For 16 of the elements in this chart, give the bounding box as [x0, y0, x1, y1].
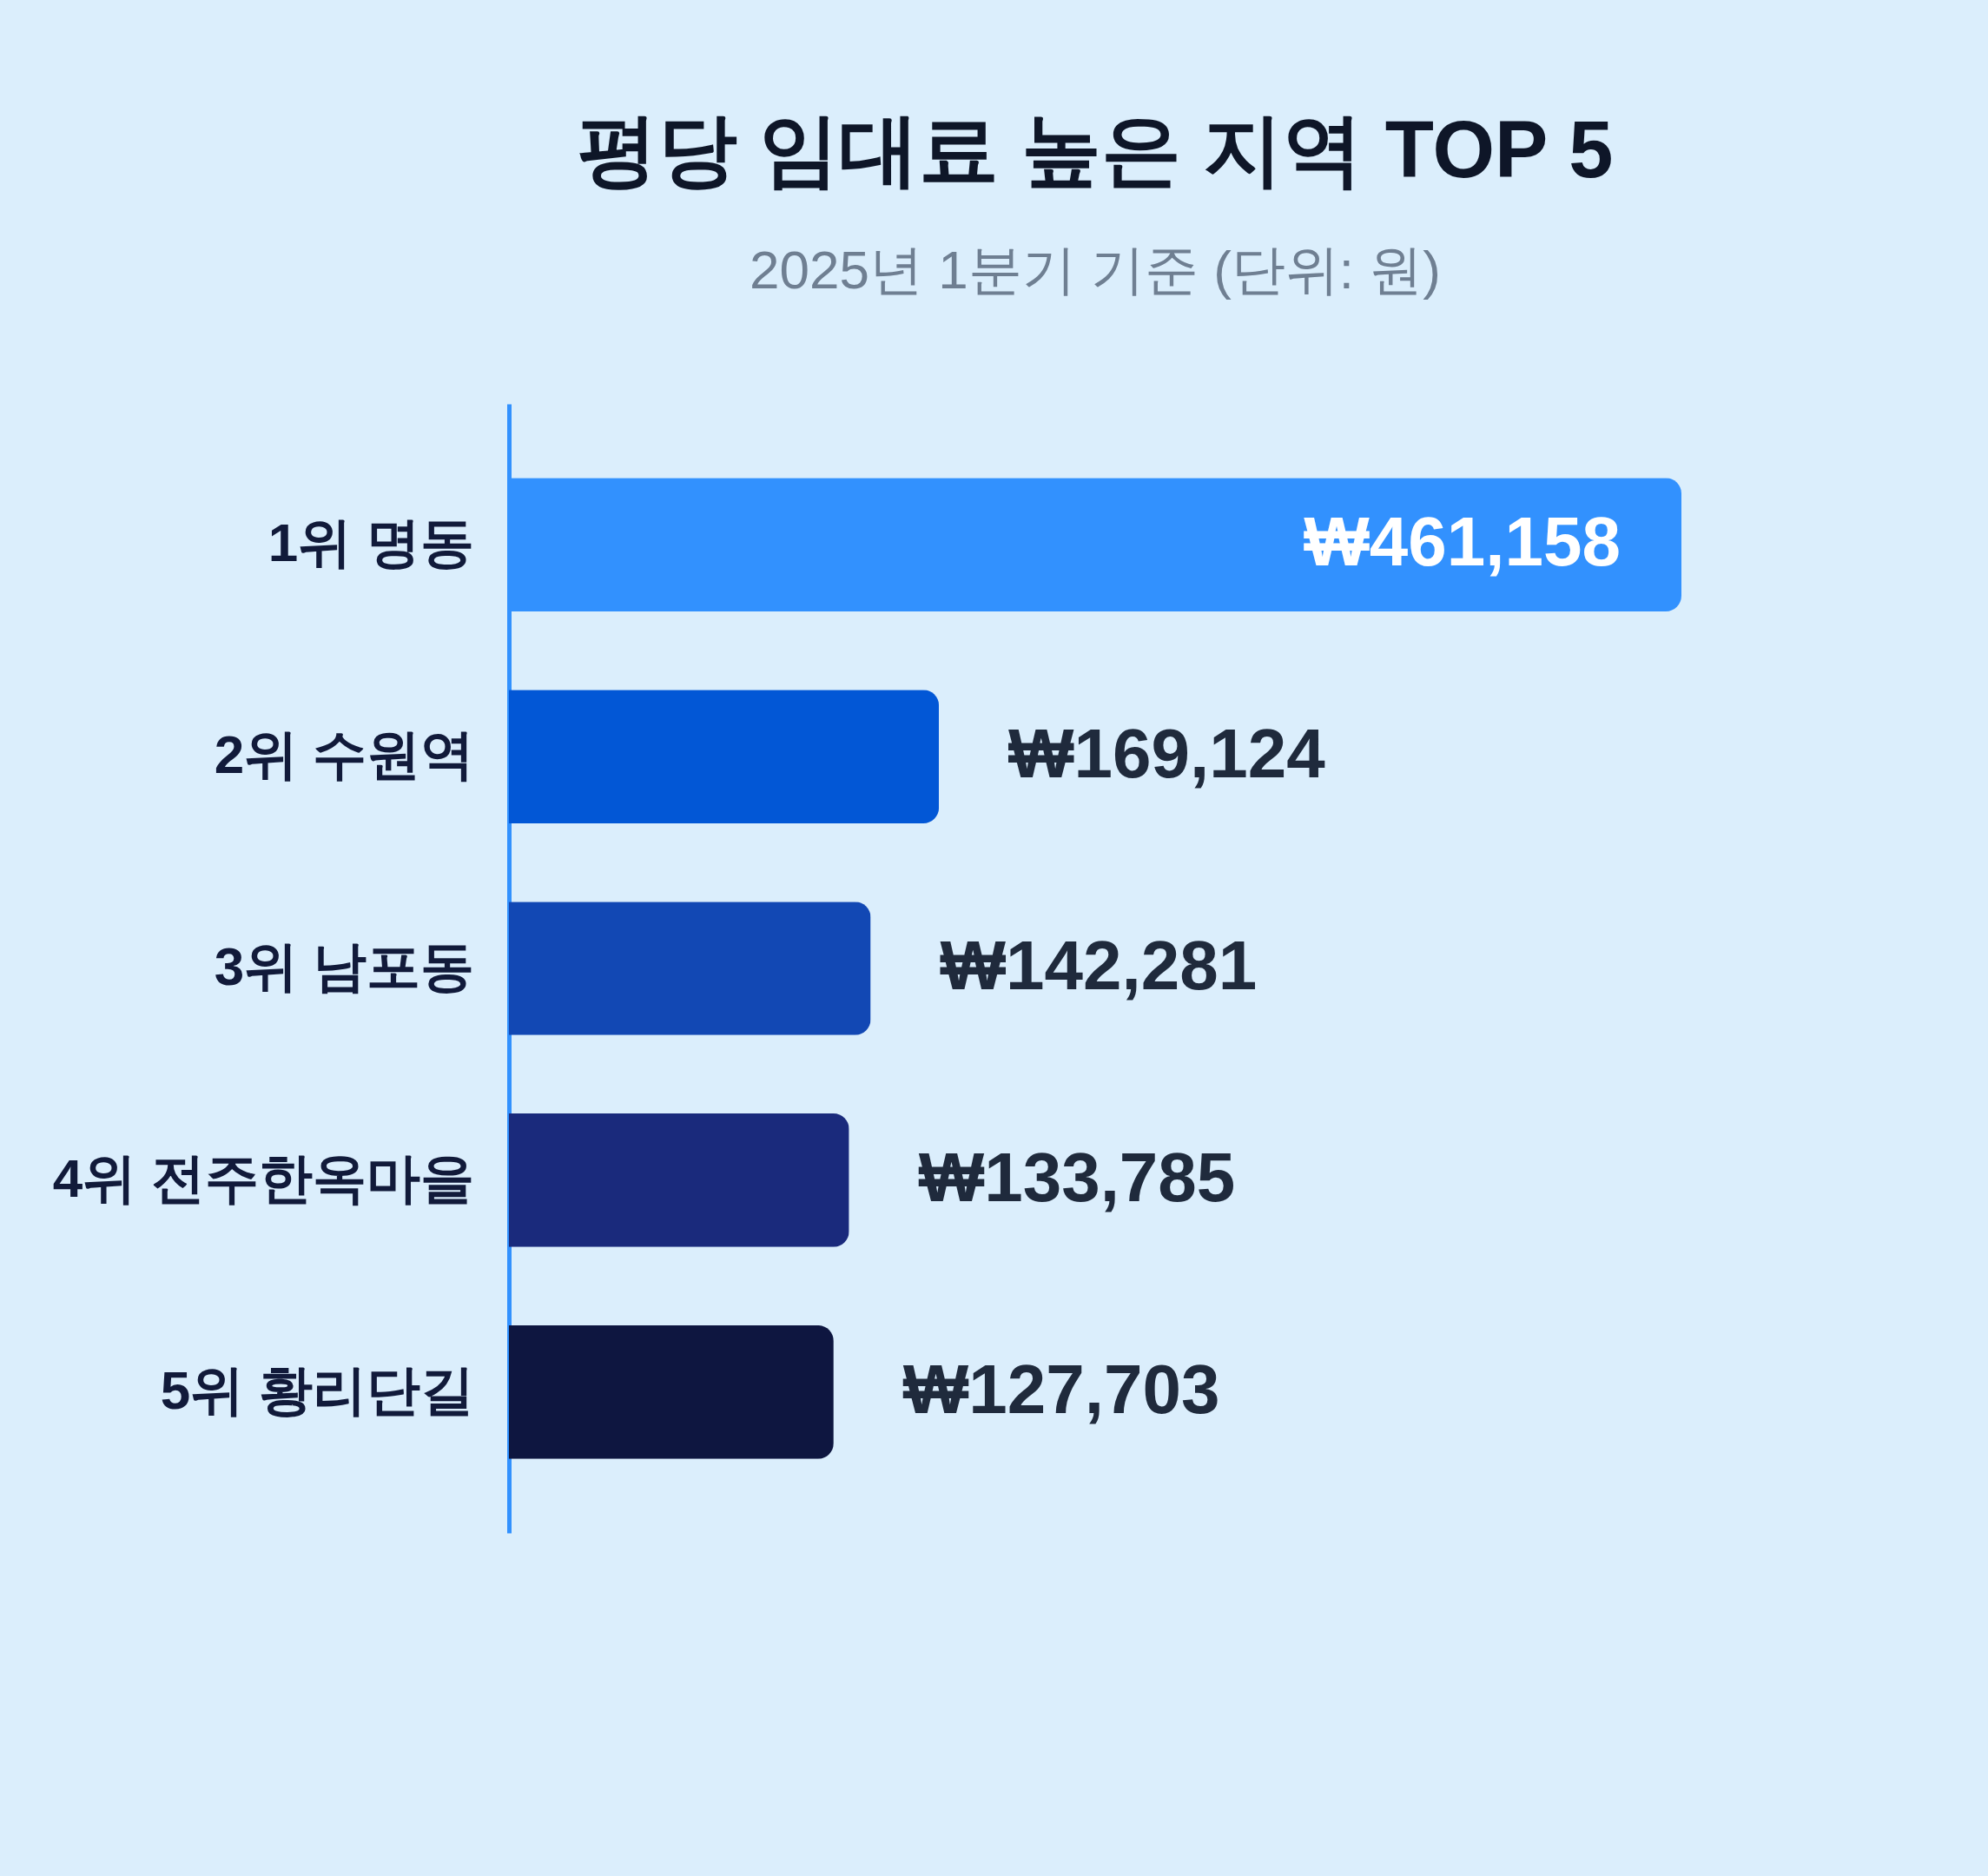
data-label: ₩127,703 — [902, 1350, 1220, 1428]
bar — [509, 902, 871, 1035]
data-label: ₩169,124 — [1008, 715, 1326, 793]
data-label: ₩133,785 — [918, 1138, 1236, 1216]
y-tick-label: 3위 남포동 — [214, 936, 475, 996]
y-tick-label: 4위 전주한옥마을 — [52, 1147, 475, 1208]
data-label: ₩461,158 — [1304, 503, 1621, 581]
bar — [509, 1113, 849, 1247]
bar — [509, 1324, 834, 1459]
y-tick-label: 1위 명동 — [267, 512, 475, 573]
data-label: ₩142,281 — [940, 927, 1258, 1004]
y-tick-label: 2위 수원역 — [214, 724, 475, 785]
bar — [509, 690, 940, 823]
chart-title: 평당 임대료 높은 지역 TOP 5 — [577, 105, 1614, 194]
y-tick-label: 5위 황리단길 — [160, 1359, 475, 1420]
chart-subtitle: 2025년 1분기 기준 (단위: 원) — [750, 240, 1441, 300]
